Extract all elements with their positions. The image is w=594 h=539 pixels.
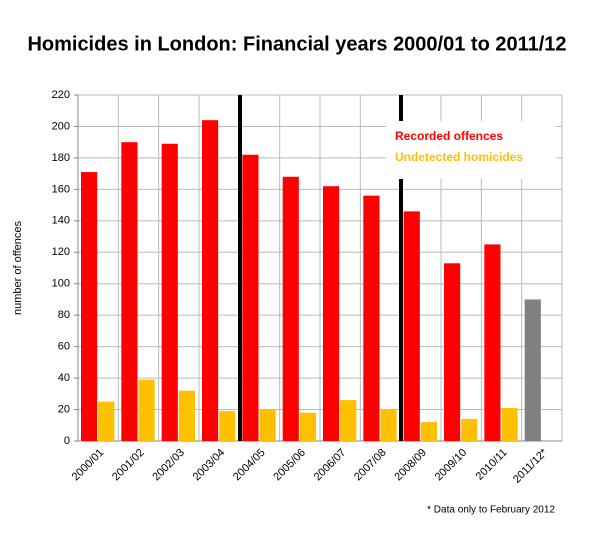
bar (242, 154, 259, 441)
y-tick-label: 140 (52, 215, 70, 227)
y-tick-label: 220 (52, 89, 70, 101)
x-tick-label: 2009/10 (433, 447, 470, 484)
bar (121, 142, 138, 441)
bar (98, 401, 115, 441)
x-tick-label: 2000/01 (70, 447, 107, 484)
y-tick-label: 60 (58, 341, 70, 353)
bar (259, 409, 276, 441)
bar (81, 172, 98, 441)
bar (380, 409, 397, 441)
footnote: * Data only to February 2012 (427, 505, 555, 516)
bar (524, 299, 541, 441)
legend-entry: Recorded offences (395, 129, 503, 143)
x-tick-label: 2007/08 (352, 447, 389, 484)
y-tick-label: 160 (52, 183, 70, 195)
bar (138, 379, 155, 441)
bar (202, 120, 219, 441)
bar (178, 390, 195, 441)
bar (420, 422, 437, 441)
bar (340, 400, 357, 441)
bar (444, 263, 461, 441)
x-tick-label: 2010/11 (474, 447, 510, 483)
y-tick-label: 180 (52, 152, 70, 164)
x-tick-label: 2011/12* (511, 446, 551, 486)
bar (501, 407, 518, 441)
y-axis-label: number of offences (12, 221, 24, 315)
bar (323, 186, 340, 441)
x-tick-label: 2006/07 (312, 447, 349, 484)
y-tick-label: 100 (52, 278, 70, 290)
x-tick-label: 2003/04 (191, 447, 228, 484)
bar (282, 176, 299, 442)
x-tick-label: 2004/05 (231, 447, 268, 484)
x-tick-label: 2001/02 (110, 447, 147, 484)
bar (461, 418, 478, 441)
y-tick-label: 20 (58, 403, 70, 415)
y-tick-label: 200 (52, 120, 70, 132)
x-tick-label: 2008/09 (392, 447, 429, 484)
y-tick-label: 80 (58, 309, 70, 321)
x-tick-label: 2002/03 (150, 447, 187, 484)
x-tick-label: 2005/06 (271, 447, 308, 484)
legend-entry: Undetected homicides (395, 150, 523, 164)
legend-box (386, 121, 556, 179)
bar (219, 411, 236, 441)
bar (161, 143, 178, 441)
bar (363, 195, 380, 441)
y-tick-label: 40 (58, 372, 70, 384)
bar (484, 244, 501, 441)
y-tick-label: 120 (52, 246, 70, 258)
chart-title: Homicides in London: Financial years 200… (27, 33, 566, 55)
legend: Recorded offences Undetected homicides (395, 129, 523, 164)
bar (403, 211, 420, 441)
y-tick-label: 0 (64, 435, 70, 447)
bar (299, 412, 316, 441)
